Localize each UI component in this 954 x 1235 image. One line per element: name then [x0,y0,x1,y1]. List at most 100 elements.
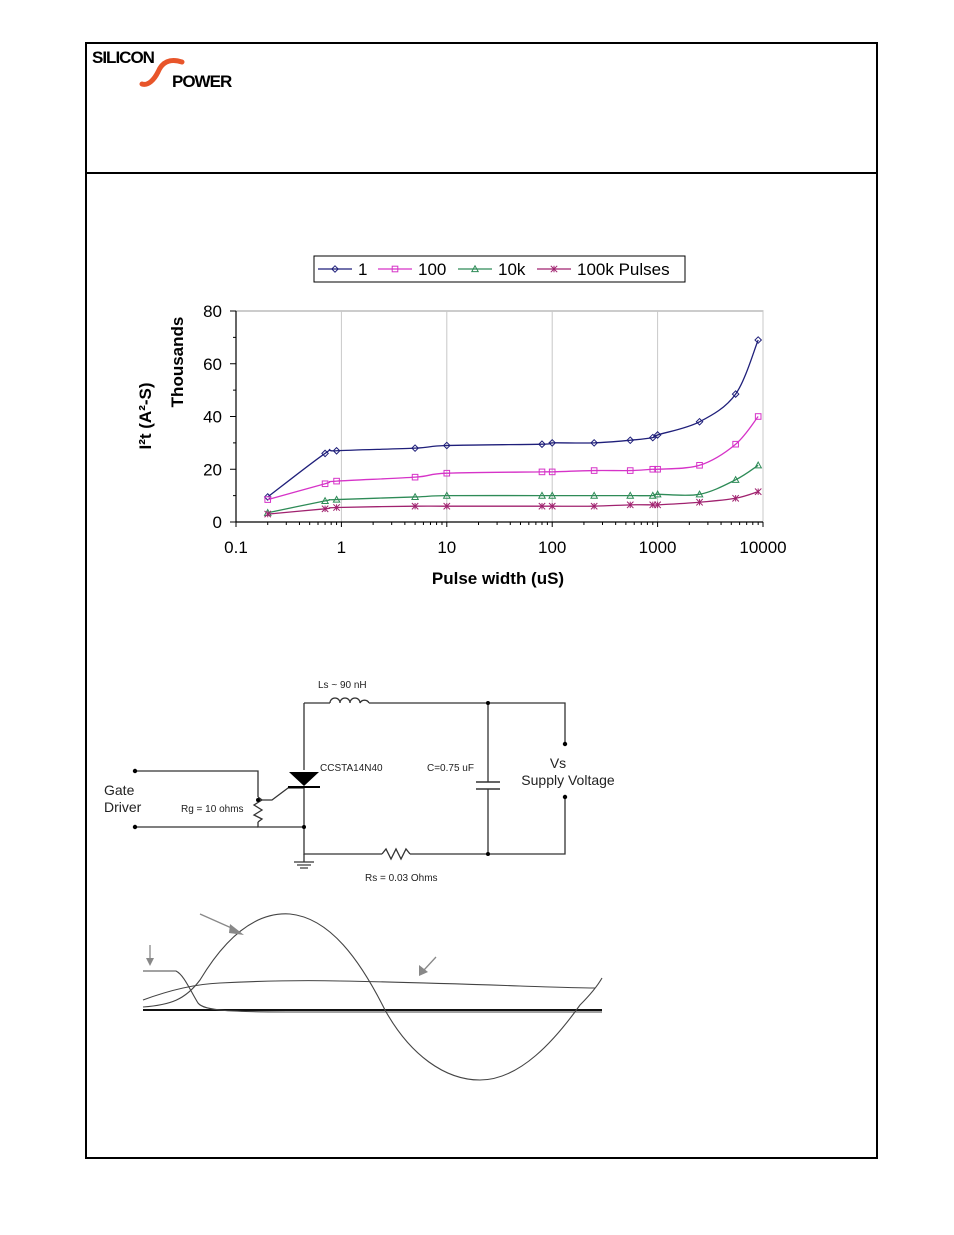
data-point [411,473,419,481]
data-point [732,494,740,502]
page-frame [85,42,878,1159]
data-point [264,496,272,503]
logo-text-top: SILICON [92,48,155,67]
capacitor-symbol [476,781,500,790]
data-point [333,477,340,485]
i2t-chart: 1 100 10k 100k Pulses 0.1 1 10 100 1000 10000 0 20… [136,255,787,588]
data-point [264,510,272,518]
legend-box [313,255,686,283]
legend-label: 10k [498,260,526,279]
data-point [754,488,762,496]
series-line [267,416,759,501]
data-point [443,469,451,477]
data-point [626,491,635,499]
capacitor-label: C=0.75 uF [427,763,474,774]
sense-resistor-symbol [381,847,411,861]
legend-label: 1 [358,260,367,279]
data-point [548,502,556,510]
data-point [695,417,704,426]
data-point [332,446,341,455]
legend-label: 100k Pulses [577,260,670,279]
current-waveform-trace [142,913,603,1081]
data-point [754,413,762,420]
series-1 [263,336,763,501]
gate-label-bottom: Driver [104,799,142,815]
data-point [695,490,704,498]
data-point [648,491,657,499]
logo-swoosh-icon [139,57,185,87]
data-point [321,480,329,488]
data-point [754,336,763,344]
data-point [411,444,419,453]
voltage-waveform-trace [142,980,596,1001]
chart-legend: 1 100 10k 100k Pulses [313,255,686,283]
legend-marker [331,265,339,273]
data-point [548,491,557,499]
circuit-nodes [132,701,568,856]
data-point [653,490,662,498]
series-3 [263,461,763,516]
chart-grid [340,311,764,522]
data-point [321,505,329,513]
data-point [442,441,451,450]
thyristor-symbol [288,772,320,788]
data-point [538,502,546,510]
data-point [538,440,546,449]
legend-marker [391,265,399,273]
inductor-symbol [329,697,370,704]
y-axis-label: I²t (A²-S) [136,382,155,449]
data-point [538,468,546,476]
y-axis-label-units: Thousands [168,317,187,408]
x-tick-label: 100 [538,538,566,557]
ground-symbol [294,861,314,869]
device-label: CCSTA14N40 [320,763,383,774]
data-point [548,438,557,447]
y-tick-label: 0 [213,513,222,532]
data-point [626,501,634,509]
data-point [332,495,341,503]
data-point [731,390,740,398]
y-tick-label: 80 [203,302,222,321]
series-4 [264,488,762,518]
y-tick-label: 60 [203,355,222,374]
data-point [548,468,556,476]
data-point [696,461,703,469]
gate-resistor-symbol [252,796,264,823]
legend-marker [550,265,558,273]
supply-label-top: Vs [550,755,566,771]
data-point [263,493,272,501]
data-point [626,436,635,445]
legend-label: 100 [418,260,446,279]
data-point [590,502,598,510]
data-point [732,440,739,448]
test-circuit-diagram: Ls ~ 90 nH CCSTA14N40 C=0.75 uF Vs Suppl… [104,680,615,884]
data-point [754,461,763,469]
x-axis-label: Pulse width (uS) [432,569,564,588]
legend-item: 100k Pulses [537,260,670,279]
series-line [267,491,759,515]
legend-item: 100 [378,260,446,279]
data-point [695,498,704,506]
data-point [590,467,598,474]
x-tick-label: 0.1 [224,538,248,557]
series-2 [264,413,762,503]
data-point [626,467,634,474]
x-tick-label: 1 [337,538,346,557]
series-line [267,339,759,498]
gate-label-top: Gate [104,782,135,798]
inductor-label: Ls ~ 90 nH [318,680,367,691]
data-point [654,465,661,473]
chart-series [263,336,763,518]
silicon-power-logo: SILICON POWER [92,48,242,92]
header-divider [85,172,878,174]
x-tick-label: 10000 [739,538,786,557]
x-tick-label: 1000 [639,538,677,557]
data-point [654,501,662,509]
logo-text-bottom: POWER [172,72,232,91]
legend-item: 1 [318,260,367,279]
data-point [648,433,657,442]
gate-waveform-trace [143,970,602,1013]
y-tick-label: 40 [203,408,222,427]
data-point [442,491,451,499]
